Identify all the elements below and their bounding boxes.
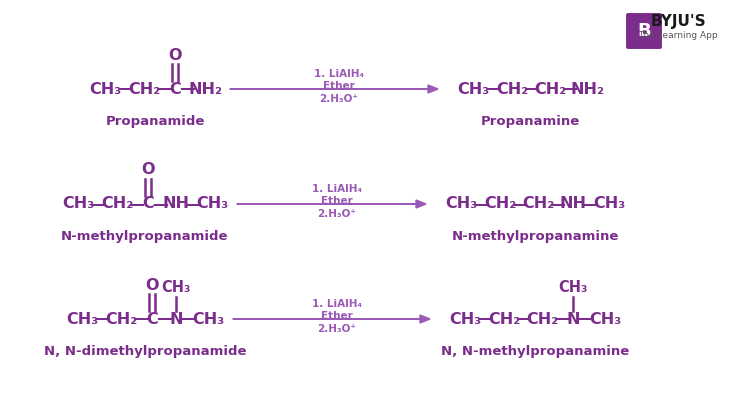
Text: NH₂: NH₂ bbox=[571, 82, 605, 96]
Text: CH₃: CH₃ bbox=[196, 197, 228, 212]
Text: O: O bbox=[168, 47, 182, 62]
Text: Ether: Ether bbox=[321, 196, 352, 206]
Text: CH₃: CH₃ bbox=[88, 82, 122, 96]
Text: —: — bbox=[477, 311, 493, 326]
Text: NH₂: NH₂ bbox=[189, 82, 223, 96]
Text: N, N-dimethylpropanamide: N, N-dimethylpropanamide bbox=[44, 344, 246, 357]
Text: CH₂: CH₂ bbox=[534, 82, 566, 96]
Text: —: — bbox=[117, 82, 133, 96]
Text: O: O bbox=[146, 277, 159, 292]
Text: CH₃: CH₃ bbox=[161, 279, 190, 295]
Text: N-methylpropanamide: N-methylpropanamide bbox=[62, 230, 229, 243]
Text: —: — bbox=[156, 311, 172, 326]
Text: —: — bbox=[577, 311, 593, 326]
Text: CH₃: CH₃ bbox=[192, 311, 224, 326]
Text: CH₂: CH₂ bbox=[496, 82, 528, 96]
Text: —: — bbox=[511, 197, 527, 212]
Text: CH₃: CH₃ bbox=[445, 197, 477, 212]
Text: BYJU'S: BYJU'S bbox=[650, 15, 706, 29]
Text: C: C bbox=[146, 311, 158, 326]
Text: C: C bbox=[142, 197, 154, 212]
Text: The Learning App: The Learning App bbox=[638, 31, 718, 41]
Text: —: — bbox=[155, 82, 171, 96]
Text: —: — bbox=[473, 197, 489, 212]
Text: O: O bbox=[141, 163, 154, 178]
Text: —: — bbox=[515, 311, 531, 326]
Text: CH₃: CH₃ bbox=[448, 311, 482, 326]
Text: N: N bbox=[566, 311, 580, 326]
Text: NH: NH bbox=[560, 197, 586, 212]
Text: —: — bbox=[549, 197, 565, 212]
Text: B: B bbox=[638, 22, 651, 40]
Text: —: — bbox=[581, 197, 597, 212]
Text: 2.H₃O⁺: 2.H₃O⁺ bbox=[317, 209, 356, 219]
Text: —: — bbox=[90, 197, 106, 212]
FancyArrow shape bbox=[230, 85, 438, 93]
Text: CH₃: CH₃ bbox=[558, 279, 588, 295]
Text: 1. LiAlH₄: 1. LiAlH₄ bbox=[311, 184, 362, 194]
Text: Propanamine: Propanamine bbox=[480, 114, 580, 127]
Text: —: — bbox=[179, 82, 195, 96]
FancyArrow shape bbox=[233, 315, 430, 323]
Text: CH₂: CH₂ bbox=[128, 82, 160, 96]
Text: —: — bbox=[132, 311, 148, 326]
Text: CH₃: CH₃ bbox=[62, 197, 94, 212]
Text: CH₃: CH₃ bbox=[589, 311, 621, 326]
Text: CH₃: CH₃ bbox=[592, 197, 626, 212]
Text: CH₂: CH₂ bbox=[488, 311, 520, 326]
Text: —: — bbox=[523, 82, 539, 96]
Text: 2.H₃O⁺: 2.H₃O⁺ bbox=[317, 324, 356, 334]
Text: —: — bbox=[553, 311, 569, 326]
FancyBboxPatch shape bbox=[625, 12, 663, 50]
Text: CH₂: CH₂ bbox=[522, 197, 554, 212]
Text: —: — bbox=[128, 197, 144, 212]
Text: —: — bbox=[561, 82, 577, 96]
Text: 2.H₃O⁺: 2.H₃O⁺ bbox=[320, 94, 358, 104]
Text: Ether: Ether bbox=[323, 81, 355, 91]
Text: N, N-methylpropanamine: N, N-methylpropanamine bbox=[441, 344, 629, 357]
Text: —: — bbox=[94, 311, 110, 326]
Text: CH₃: CH₃ bbox=[457, 82, 489, 96]
Text: —: — bbox=[152, 197, 168, 212]
Text: —: — bbox=[485, 82, 501, 96]
Text: 1. LiAlH₄: 1. LiAlH₄ bbox=[311, 299, 362, 309]
Text: CH₂: CH₂ bbox=[100, 197, 134, 212]
FancyArrow shape bbox=[237, 200, 426, 208]
Text: C: C bbox=[170, 82, 181, 96]
Text: 1. LiAlH₄: 1. LiAlH₄ bbox=[314, 69, 364, 79]
Text: N-methylpropanamine: N-methylpropanamine bbox=[452, 230, 619, 243]
Text: Propanamide: Propanamide bbox=[105, 114, 205, 127]
Text: —: — bbox=[180, 311, 196, 326]
Text: NH: NH bbox=[163, 197, 190, 212]
Text: CH₂: CH₂ bbox=[484, 197, 516, 212]
Text: CH₂: CH₂ bbox=[105, 311, 137, 326]
Text: Ether: Ether bbox=[321, 311, 352, 321]
Text: CH₃: CH₃ bbox=[66, 311, 98, 326]
Text: N: N bbox=[170, 311, 183, 326]
Text: —: — bbox=[184, 197, 200, 212]
Text: CH₂: CH₂ bbox=[526, 311, 558, 326]
